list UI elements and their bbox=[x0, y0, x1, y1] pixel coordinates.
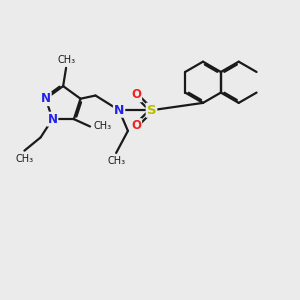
Text: CH₃: CH₃ bbox=[15, 154, 34, 164]
Text: CH₃: CH₃ bbox=[93, 122, 111, 131]
Text: CH₃: CH₃ bbox=[57, 56, 75, 65]
Text: N: N bbox=[47, 112, 57, 126]
Text: N: N bbox=[114, 104, 124, 117]
Text: O: O bbox=[131, 119, 141, 132]
Text: O: O bbox=[131, 88, 141, 101]
Text: S: S bbox=[147, 104, 156, 117]
Text: CH₃: CH₃ bbox=[107, 157, 125, 166]
Text: N: N bbox=[41, 92, 51, 105]
